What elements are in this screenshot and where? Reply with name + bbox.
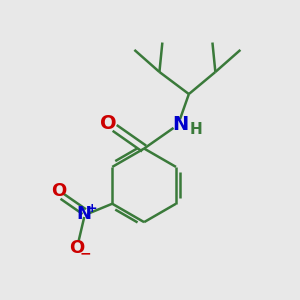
Text: +: + xyxy=(86,202,97,215)
Text: N: N xyxy=(77,205,92,223)
Text: O: O xyxy=(52,182,67,200)
Text: H: H xyxy=(189,122,202,137)
Text: −: − xyxy=(80,246,92,260)
Text: O: O xyxy=(100,114,116,133)
Text: O: O xyxy=(69,239,85,257)
Text: N: N xyxy=(172,116,188,134)
